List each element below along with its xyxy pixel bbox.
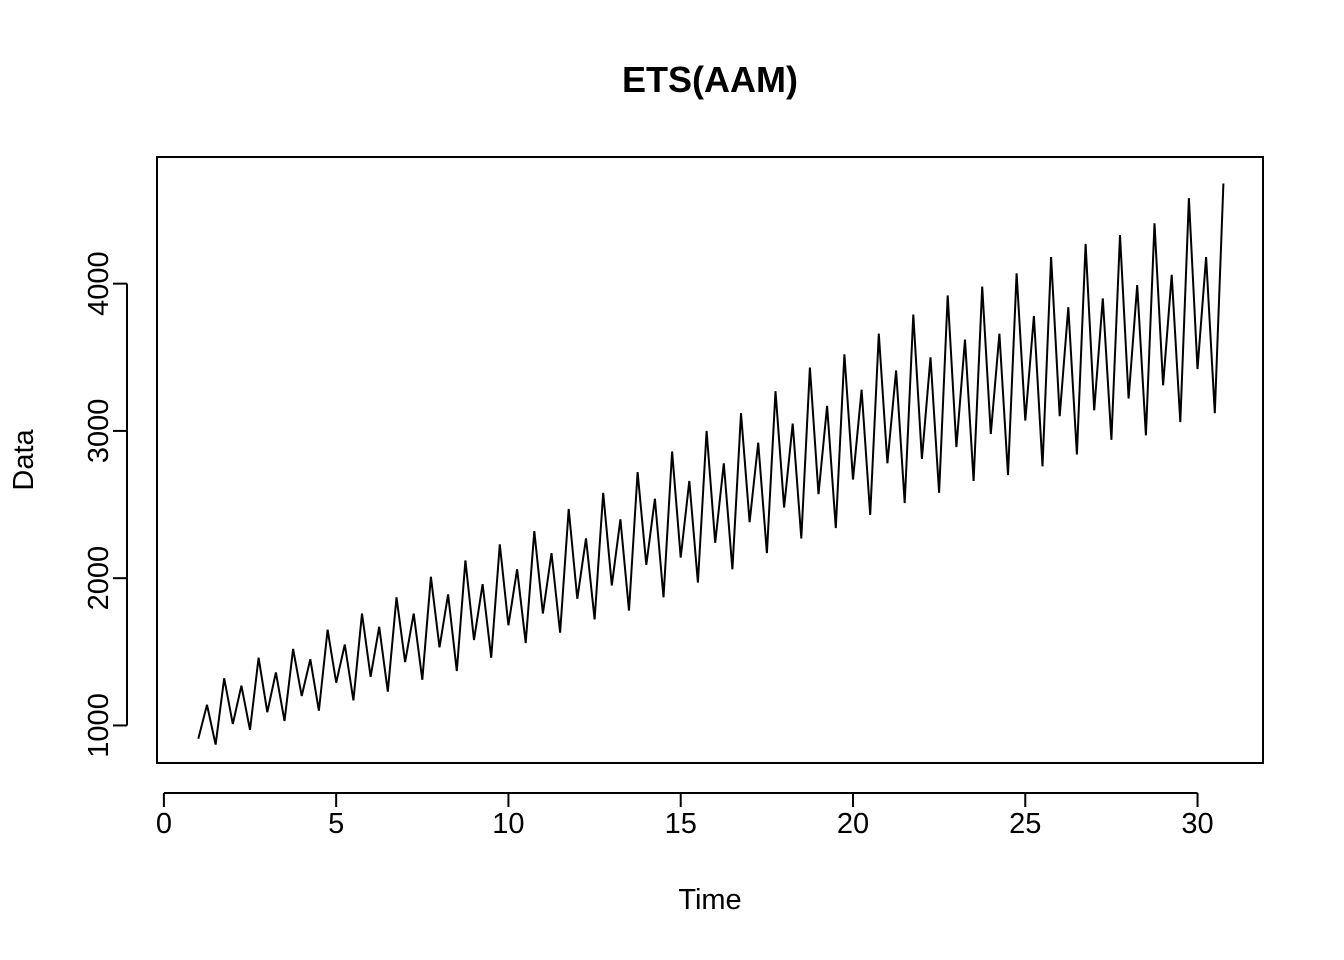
x-tick-label: 15 xyxy=(665,808,697,840)
y-tick-label: 1000 xyxy=(83,693,115,758)
y-tick-label: 2000 xyxy=(83,546,115,611)
x-axis: 0 5 10 15 20 25 30 xyxy=(156,792,1214,840)
y-axis-label: Data xyxy=(8,429,40,491)
y-axis: 1000 2000 3000 4000 xyxy=(83,251,128,758)
plot-frame xyxy=(156,156,1264,764)
x-tick-label: 20 xyxy=(837,808,869,840)
y-tick-label: 4000 xyxy=(83,251,115,316)
x-tick-label: 5 xyxy=(328,808,344,840)
x-tick-label: 0 xyxy=(156,808,172,840)
x-tick-label: 30 xyxy=(1181,808,1213,840)
chart-title: ETS(AAM) xyxy=(622,59,798,100)
y-tick-label: 3000 xyxy=(83,399,115,464)
x-tick-label: 10 xyxy=(492,808,524,840)
series-line xyxy=(197,183,1225,745)
x-tick-label: 25 xyxy=(1009,808,1041,840)
x-axis-label: Time xyxy=(678,884,741,916)
series-layer xyxy=(197,183,1225,745)
